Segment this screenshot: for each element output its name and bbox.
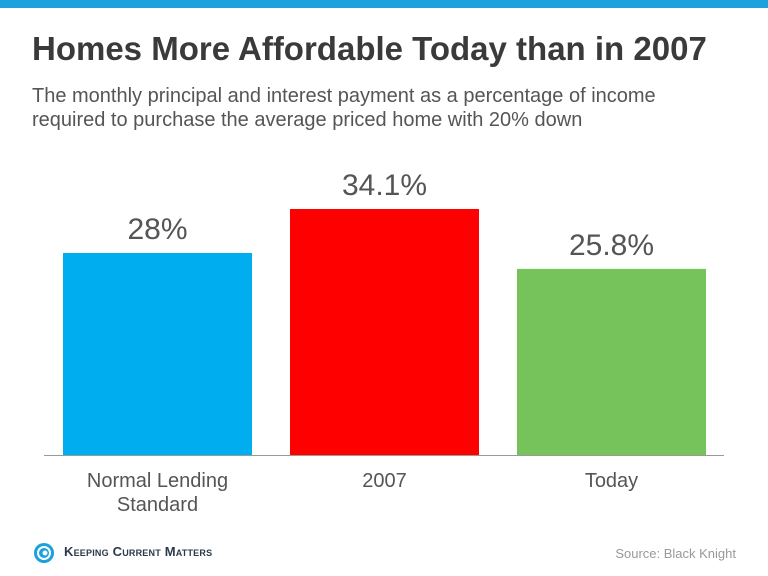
bar (63, 253, 252, 455)
bar (517, 268, 706, 455)
value-label: 28% (127, 213, 187, 246)
chart-title: Homes More Affordable Today than in 2007 (32, 30, 707, 67)
brand-name: Keeping Current Matters (64, 544, 213, 559)
top-stripe (0, 0, 768, 8)
logo-icon (34, 543, 54, 563)
x-tick-label: Normal Lending Standard (86, 470, 229, 516)
chart-subtitle: The monthly principal and interest payme… (32, 85, 656, 131)
x-tick-label: Today (584, 470, 639, 492)
source-note: Source: Black Knight (615, 546, 736, 561)
x-tick-label: 2007 (362, 470, 407, 492)
value-label: 25.8% (569, 229, 654, 262)
bar (290, 209, 479, 455)
value-label: 34.1% (342, 169, 427, 202)
